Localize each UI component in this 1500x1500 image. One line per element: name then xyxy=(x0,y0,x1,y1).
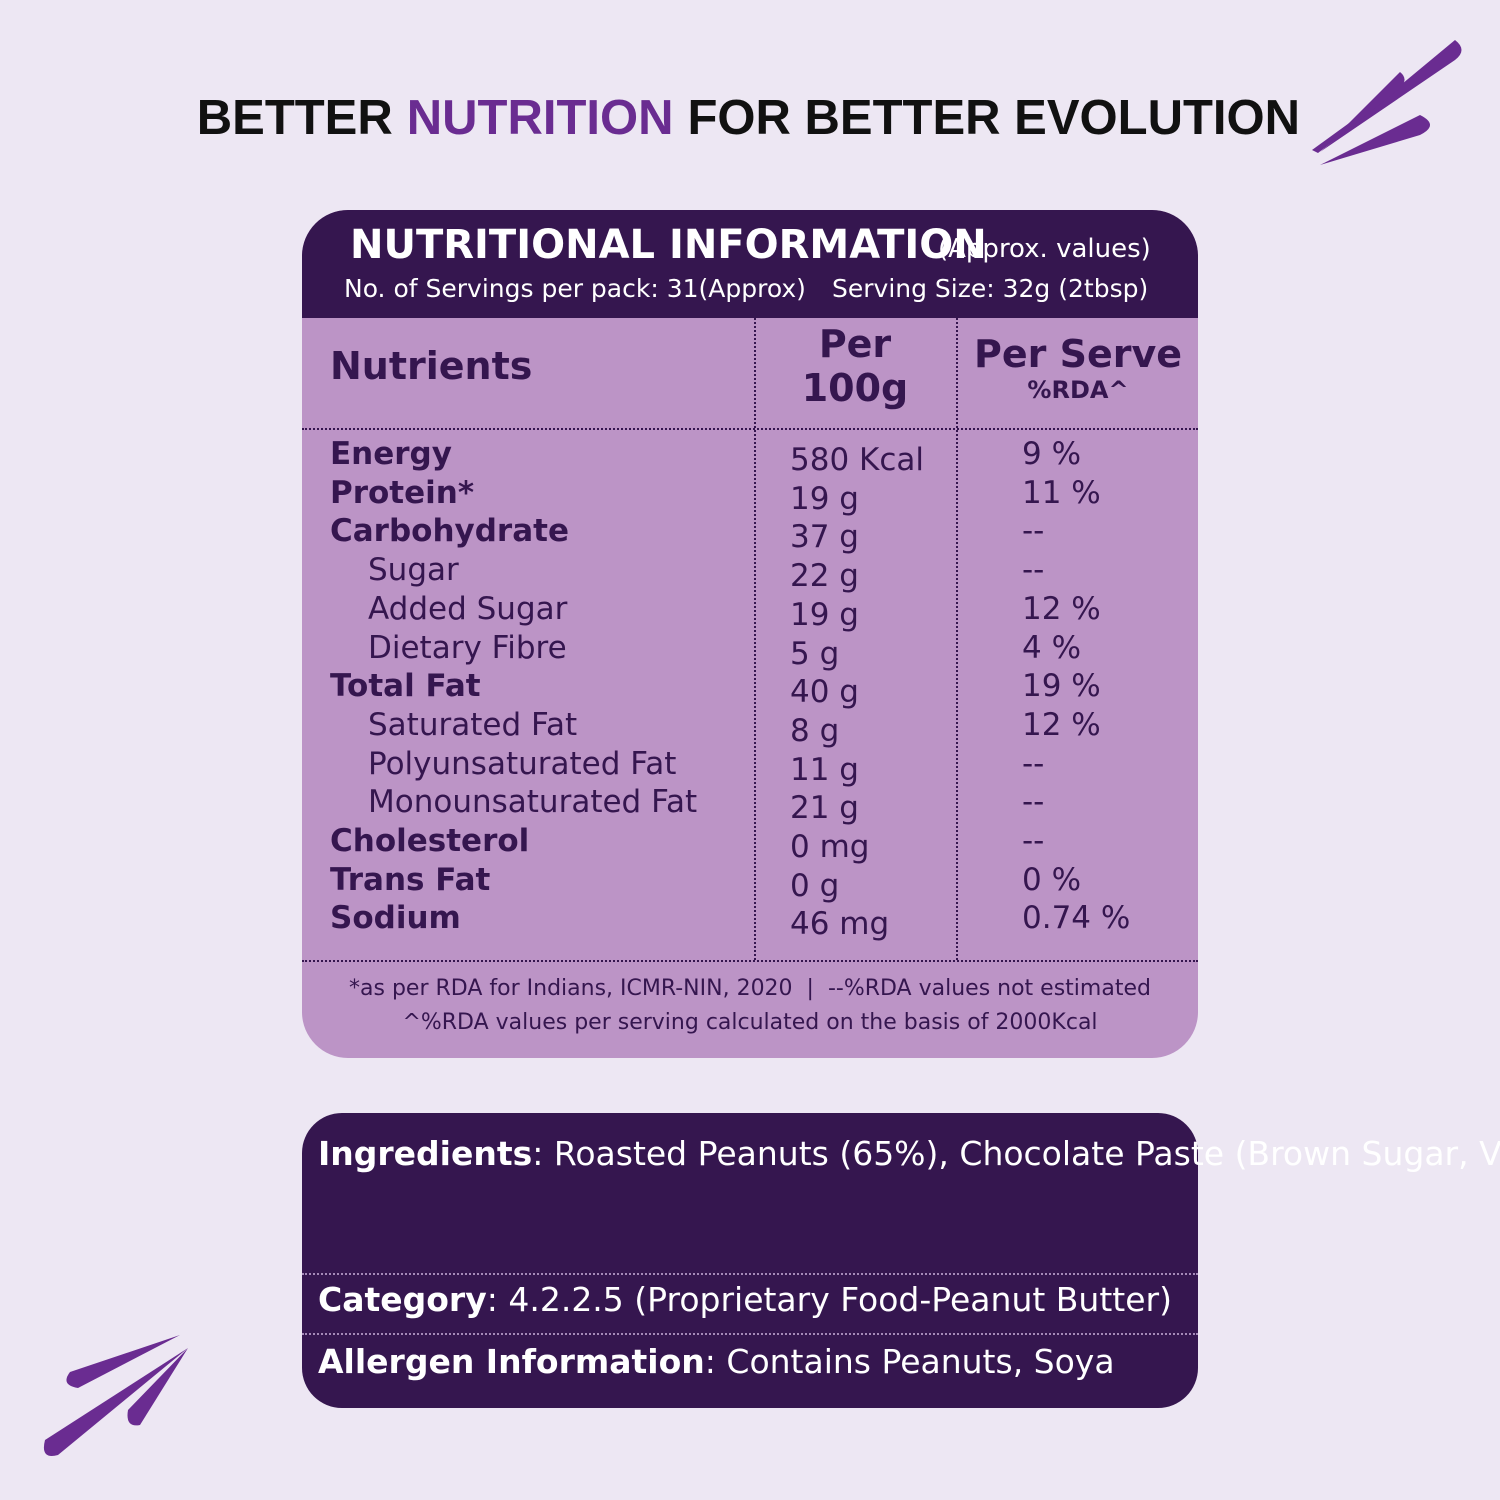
rda: 11 % xyxy=(1022,474,1101,511)
headline: BETTER NUTRITION FOR BETTER EVOLUTION xyxy=(0,90,1300,146)
per-100g: 40 g xyxy=(790,674,859,711)
footnotes: *as per RDA for Indians, ICMR-NIN, 2020 … xyxy=(302,972,1198,1040)
per-100g: 8 g xyxy=(790,712,840,749)
per-100g: 0 mg xyxy=(790,829,870,865)
nutrient-name: Dietary Fibre xyxy=(368,629,567,666)
nutrient-name: Trans Fat xyxy=(330,861,491,898)
nutrient-name: Carbohydrate xyxy=(330,513,569,550)
info-panel: Ingredients: Roasted Peanuts (65%), Choc… xyxy=(302,1113,1500,1408)
accent-stroke xyxy=(1320,115,1430,165)
info-item: Ingredients: Roasted Peanuts (65%), Choc… xyxy=(318,1131,1500,1176)
panel-header: NUTRITIONAL INFORMATION (Approx. values)… xyxy=(302,210,1198,318)
nutrient-name: Saturated Fat xyxy=(368,706,578,743)
rda: 19 % xyxy=(1022,668,1101,705)
footnote: ^%RDA values per serving calculated on t… xyxy=(402,1010,1098,1035)
rda: -- xyxy=(1022,823,1045,859)
column-divider xyxy=(754,318,756,960)
rda: 0.74 % xyxy=(1022,900,1131,937)
per-100g: 0 g xyxy=(790,867,840,904)
rda: -- xyxy=(1022,745,1045,782)
nutrient-name: Energy xyxy=(330,436,452,472)
info-text: : Contains Peanuts, Soya xyxy=(704,1342,1115,1381)
per-100g: 19 g xyxy=(790,596,859,633)
nutrient-name: Added Sugar xyxy=(368,590,568,627)
per-100g: 37 g xyxy=(790,519,859,556)
rda: 0 % xyxy=(1022,861,1082,898)
nutrient-name: Polyunsaturated Fat xyxy=(368,745,677,782)
column-header-line: Per xyxy=(818,322,892,366)
column-divider xyxy=(956,318,958,960)
per-100g: 580 Kcal xyxy=(790,442,925,478)
nutrient-name: Monounsaturated Fat xyxy=(368,784,698,821)
info-divider xyxy=(302,1273,1198,1275)
per-100g: 5 g xyxy=(790,635,840,672)
column-header-line: Per Serve xyxy=(973,332,1183,376)
per-100g: 19 g xyxy=(790,480,859,517)
footnote: *as per RDA for Indians, ICMR-NIN, 2020 … xyxy=(349,976,1151,1001)
nutrient-name: Sodium xyxy=(330,900,461,937)
column-header-sub: %RDA^ xyxy=(1027,376,1129,404)
rda: 4 % xyxy=(1022,629,1082,666)
accent-stroke xyxy=(1322,72,1405,150)
info-text: : Roasted Peanuts (65%), Chocolate Paste… xyxy=(532,1134,1500,1173)
info-item: Allergen Information: Contains Peanuts, … xyxy=(318,1339,1188,1384)
per-100g: 46 mg xyxy=(790,906,890,943)
nutrient-name: Total Fat xyxy=(330,668,481,705)
headline-part: FOR BETTER EVOLUTION xyxy=(687,91,1301,145)
info-divider xyxy=(302,1333,1198,1335)
accent-stroke xyxy=(66,1335,180,1388)
serving-size: Serving Size: 32g (2tbsp) xyxy=(832,274,1149,303)
accent-stroke xyxy=(127,1348,188,1426)
column-header: Nutrients xyxy=(330,344,533,388)
info-label: Category xyxy=(318,1280,487,1319)
nutrient-name: Sugar xyxy=(368,552,459,589)
nutrient-name: Cholesterol xyxy=(330,823,530,859)
nutrition-panel: NUTRITIONAL INFORMATION (Approx. values)… xyxy=(302,210,1198,1058)
panel-note: (Approx. values) xyxy=(938,234,1151,264)
rda: -- xyxy=(1022,552,1045,589)
column-header-line: 100g xyxy=(801,366,909,410)
rda: -- xyxy=(1022,513,1045,550)
accent-stroke xyxy=(43,1348,189,1456)
accent-stroke xyxy=(1320,40,1462,152)
per-100g: 11 g xyxy=(790,751,859,788)
nutrient-name: Protein* xyxy=(330,474,475,511)
info-item: Category: 4.2.2.5 (Proprietary Food-Pean… xyxy=(318,1277,1188,1322)
rda: 12 % xyxy=(1022,590,1101,627)
info-label: Allergen Information xyxy=(318,1342,705,1381)
rda: 12 % xyxy=(1022,706,1101,743)
headline-part: BETTER xyxy=(196,91,393,145)
info-label: Ingredients xyxy=(318,1134,533,1173)
row-divider xyxy=(302,960,1198,962)
servings: No. of Servings per pack: 31(Approx) xyxy=(344,274,806,303)
headline-part: NUTRITION xyxy=(406,91,674,145)
per-100g: 22 g xyxy=(790,558,859,595)
rda: -- xyxy=(1022,784,1045,821)
column-header: Per Serve %RDA^ xyxy=(958,332,1198,404)
info-text: : 4.2.2.5 (Proprietary Food-Peanut Butte… xyxy=(486,1280,1172,1319)
column-header: Per 100g xyxy=(755,322,955,410)
row-divider xyxy=(302,428,1198,430)
per-100g: 21 g xyxy=(790,790,859,827)
rda: 9 % xyxy=(1022,436,1082,472)
panel-title: NUTRITIONAL INFORMATION xyxy=(350,222,987,268)
